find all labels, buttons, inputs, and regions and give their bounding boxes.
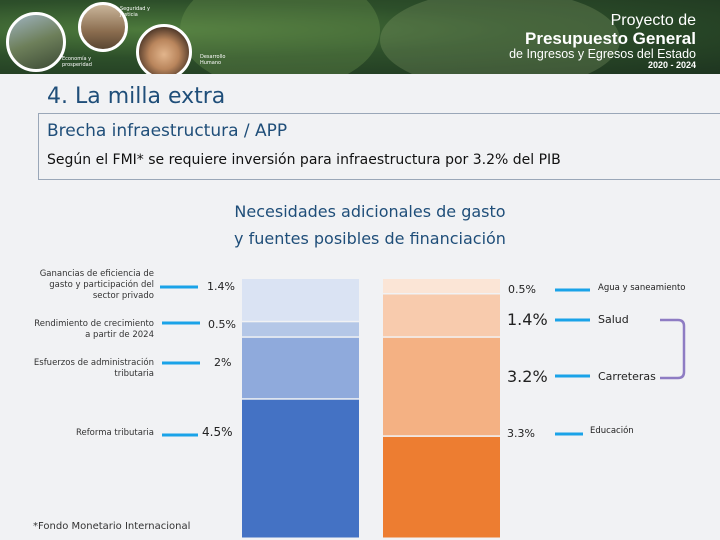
- label-agua: Agua y saneamiento: [598, 283, 686, 293]
- brand-line1: Proyecto de: [610, 12, 696, 29]
- building-photo: [78, 2, 128, 52]
- bar-segment-esfuerzos: [242, 337, 359, 399]
- bar-segments: [242, 279, 500, 538]
- label-ganancias: Ganancias de eficiencia de gasto y parti…: [39, 269, 154, 301]
- value-reforma: 4.5%: [202, 425, 233, 439]
- bar-segment-ganancias: [242, 279, 359, 321]
- label-rendimiento: Rendimiento de crecimiento a partir de 2…: [34, 319, 154, 340]
- value-esfuerzos: 2%: [214, 356, 232, 369]
- bar-segment-educacion: [383, 436, 500, 538]
- chart-title-line2: y fuentes posibles de financiación: [234, 229, 506, 248]
- bar-segment-rendimiento: [242, 322, 359, 337]
- statement: Según el FMI* se requiere inversión para…: [47, 152, 561, 168]
- child-photo: [136, 24, 192, 74]
- value-agua: 0.5%: [508, 283, 536, 296]
- header-banner: Seguridad y Justicia Economía y prosperi…: [0, 0, 720, 74]
- label-reforma: Reforma tributaria: [75, 428, 154, 438]
- bar-segment-carreteras: [383, 337, 500, 436]
- foliage-decoration: [180, 0, 380, 74]
- bracket-line: [660, 318, 686, 380]
- label-salud: Salud: [598, 313, 629, 326]
- subtitle: Brecha infraestructura / APP: [47, 121, 288, 141]
- bar-segment-salud: [383, 294, 500, 337]
- photo-label-development: Desarrollo Humano: [200, 54, 226, 66]
- value-educacion: 3.3%: [507, 427, 535, 440]
- brand-line2: Presupuesto General: [524, 29, 696, 48]
- bar-segment-reforma: [242, 399, 359, 538]
- connectors: [160, 285, 590, 437]
- value-rendimiento: 0.5%: [208, 318, 236, 331]
- section-title: 4. La milla extra: [47, 84, 226, 109]
- label-educacion: Educación: [590, 426, 634, 436]
- chart-title-line1: Necesidades adicionales de gasto: [234, 202, 506, 221]
- road-photo: [6, 12, 66, 72]
- value-salud: 1.4%: [507, 310, 548, 329]
- photo-label-economy: Economía y prosperidad: [62, 56, 92, 68]
- label-carreteras: Carreteras: [598, 370, 656, 383]
- footnote: *Fondo Monetario Internacional: [33, 521, 191, 532]
- brand-line3: de Ingresos y Egresos del Estado: [509, 47, 696, 61]
- value-carreteras: 3.2%: [507, 367, 548, 386]
- foliage-decoration: [380, 0, 620, 74]
- label-esfuerzos: Esfuerzos de administración tributaria: [33, 358, 154, 379]
- subtitle-frame: [38, 113, 720, 180]
- brand-years: 2020 - 2024: [647, 60, 696, 70]
- value-ganancias: 1.4%: [207, 280, 235, 293]
- bar-segment-agua: [383, 279, 500, 293]
- chart-title: Necesidades adicionales de gasto y fuent…: [200, 198, 540, 252]
- photo-label-security: Seguridad y Justicia: [120, 6, 150, 18]
